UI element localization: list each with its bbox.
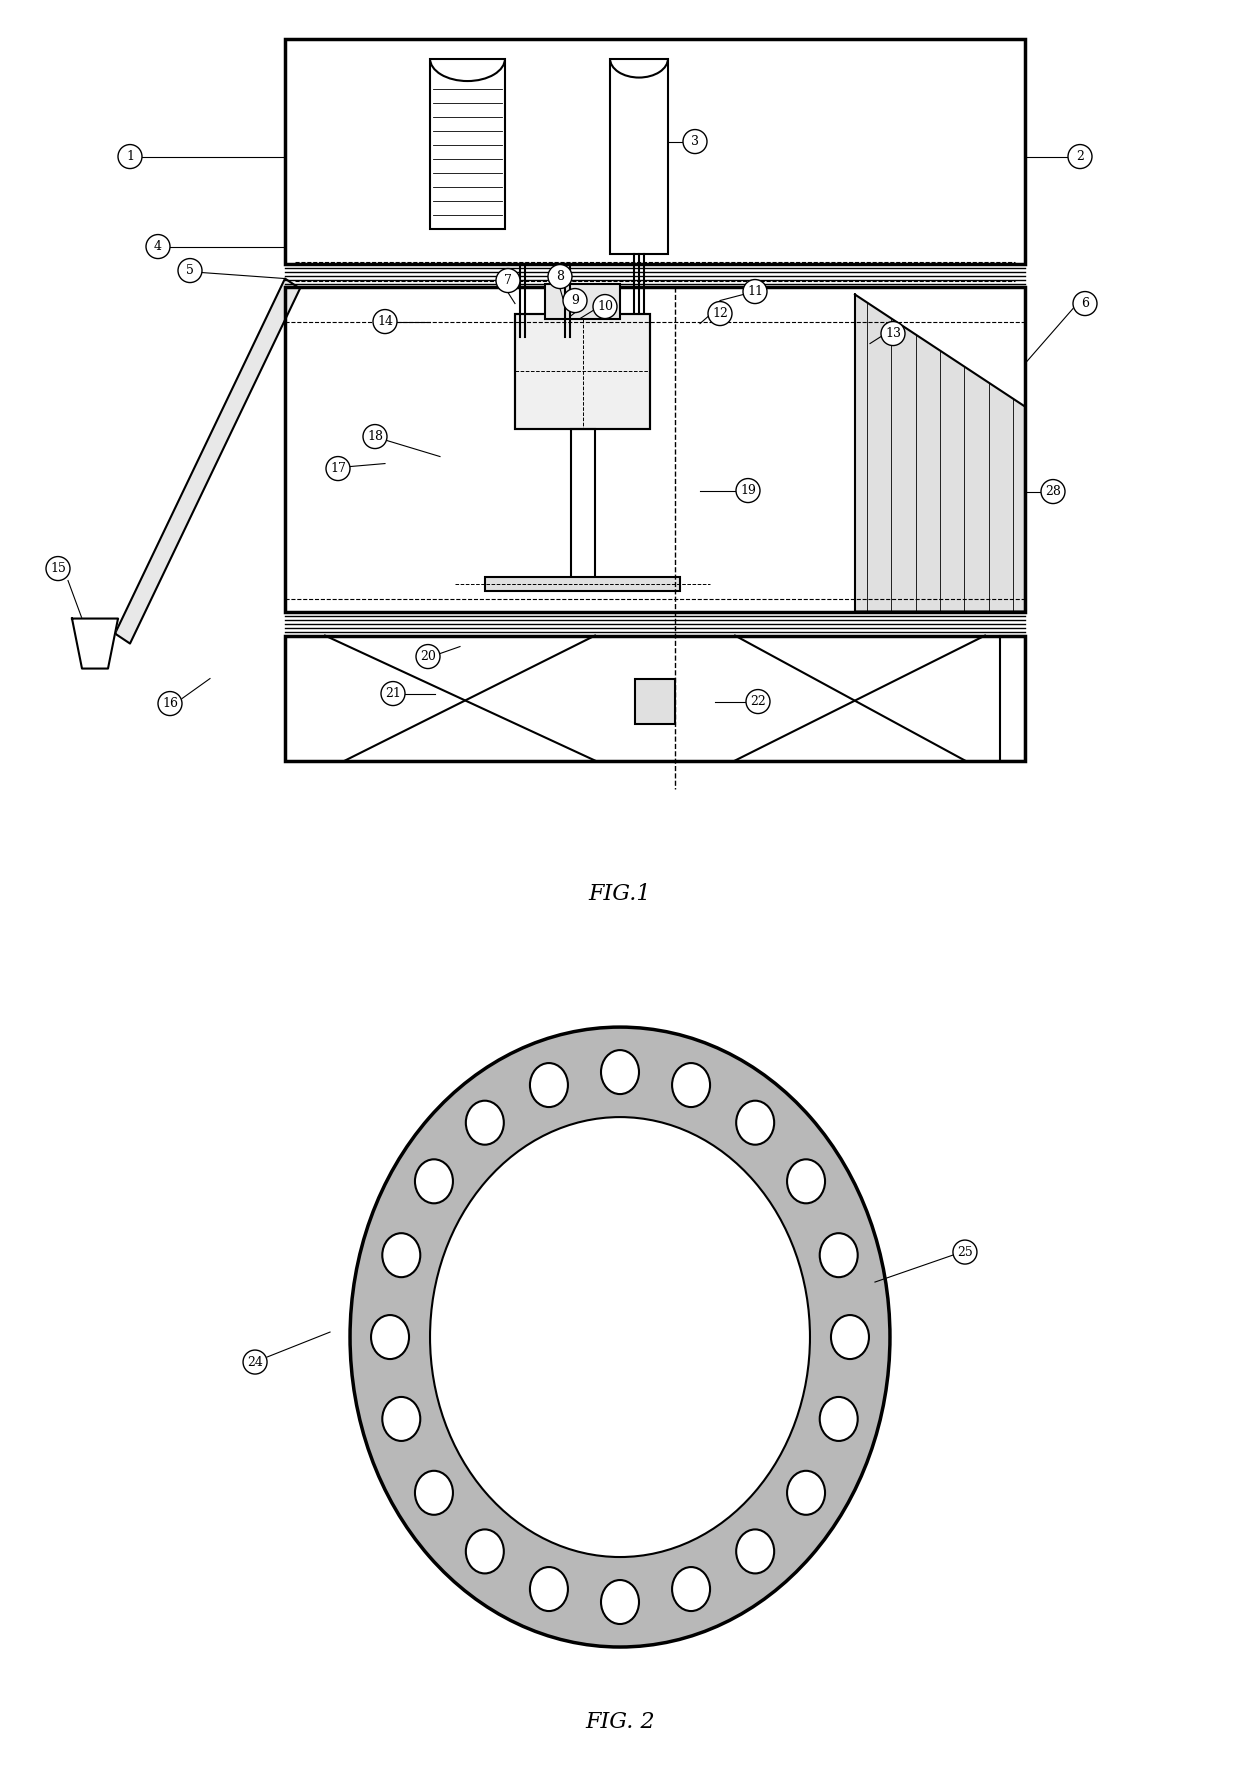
Text: 1: 1 bbox=[126, 150, 134, 163]
Ellipse shape bbox=[831, 1315, 869, 1360]
Text: 3: 3 bbox=[691, 136, 699, 148]
Circle shape bbox=[737, 479, 760, 502]
Circle shape bbox=[746, 690, 770, 713]
Polygon shape bbox=[72, 618, 118, 668]
Bar bbox=[546, 284, 620, 318]
Circle shape bbox=[496, 268, 520, 293]
Bar bbox=[285, 636, 1025, 761]
Ellipse shape bbox=[382, 1233, 420, 1278]
Polygon shape bbox=[856, 295, 1025, 611]
Ellipse shape bbox=[672, 1063, 711, 1108]
Circle shape bbox=[880, 322, 905, 345]
Circle shape bbox=[46, 556, 69, 581]
Bar bbox=[430, 59, 505, 229]
Circle shape bbox=[179, 259, 202, 282]
Polygon shape bbox=[115, 279, 300, 643]
Text: FIG.1: FIG.1 bbox=[589, 883, 651, 904]
Circle shape bbox=[548, 264, 572, 288]
Bar bbox=[515, 313, 650, 429]
Text: 24: 24 bbox=[247, 1356, 263, 1369]
Text: 22: 22 bbox=[750, 695, 766, 708]
Ellipse shape bbox=[820, 1397, 858, 1440]
Text: 19: 19 bbox=[740, 484, 756, 497]
Circle shape bbox=[954, 1240, 977, 1263]
Ellipse shape bbox=[371, 1315, 409, 1360]
Ellipse shape bbox=[737, 1101, 774, 1145]
Text: 6: 6 bbox=[1081, 297, 1089, 311]
Ellipse shape bbox=[415, 1471, 453, 1515]
Ellipse shape bbox=[601, 1051, 639, 1094]
Circle shape bbox=[683, 129, 707, 154]
Text: 10: 10 bbox=[596, 300, 613, 313]
Circle shape bbox=[593, 295, 618, 318]
Text: FIG. 2: FIG. 2 bbox=[585, 1710, 655, 1733]
Circle shape bbox=[1068, 145, 1092, 168]
Text: 8: 8 bbox=[556, 270, 564, 282]
Bar bbox=[285, 286, 1025, 611]
Ellipse shape bbox=[529, 1567, 568, 1612]
Circle shape bbox=[743, 279, 768, 304]
Text: 16: 16 bbox=[162, 697, 179, 709]
Text: 14: 14 bbox=[377, 315, 393, 329]
Circle shape bbox=[243, 1349, 267, 1374]
Text: 17: 17 bbox=[330, 463, 346, 475]
Circle shape bbox=[1042, 479, 1065, 504]
Ellipse shape bbox=[466, 1101, 503, 1145]
Ellipse shape bbox=[601, 1580, 639, 1624]
Text: 5: 5 bbox=[186, 264, 193, 277]
Bar bbox=[485, 577, 680, 590]
Ellipse shape bbox=[415, 1160, 453, 1203]
Text: 28: 28 bbox=[1045, 484, 1061, 499]
Ellipse shape bbox=[672, 1567, 711, 1612]
Ellipse shape bbox=[787, 1471, 825, 1515]
Ellipse shape bbox=[820, 1233, 858, 1278]
Circle shape bbox=[381, 681, 405, 706]
Bar bbox=[285, 39, 1025, 263]
Ellipse shape bbox=[466, 1530, 503, 1573]
Text: 2: 2 bbox=[1076, 150, 1084, 163]
Text: 12: 12 bbox=[712, 307, 728, 320]
Ellipse shape bbox=[382, 1397, 420, 1440]
Bar bbox=[570, 429, 594, 579]
Text: 21: 21 bbox=[386, 686, 401, 701]
Ellipse shape bbox=[350, 1028, 890, 1648]
Ellipse shape bbox=[430, 1117, 810, 1556]
Text: 7: 7 bbox=[505, 273, 512, 288]
Bar bbox=[635, 679, 675, 724]
Text: 11: 11 bbox=[746, 286, 763, 298]
Text: 13: 13 bbox=[885, 327, 901, 340]
Circle shape bbox=[708, 302, 732, 325]
Text: 15: 15 bbox=[50, 563, 66, 575]
Ellipse shape bbox=[737, 1530, 774, 1573]
Circle shape bbox=[1073, 291, 1097, 316]
Bar bbox=[999, 636, 1025, 761]
Text: 18: 18 bbox=[367, 431, 383, 443]
Text: 25: 25 bbox=[957, 1246, 973, 1258]
Circle shape bbox=[157, 692, 182, 715]
Circle shape bbox=[373, 309, 397, 334]
Ellipse shape bbox=[529, 1063, 568, 1108]
Circle shape bbox=[563, 288, 587, 313]
Ellipse shape bbox=[787, 1160, 825, 1203]
Circle shape bbox=[326, 456, 350, 481]
Circle shape bbox=[118, 145, 143, 168]
Circle shape bbox=[363, 425, 387, 449]
Bar bbox=[515, 313, 650, 429]
Text: 4: 4 bbox=[154, 239, 162, 254]
Text: 9: 9 bbox=[572, 295, 579, 307]
Circle shape bbox=[146, 234, 170, 259]
Circle shape bbox=[415, 645, 440, 668]
Bar bbox=[610, 59, 668, 254]
Text: 20: 20 bbox=[420, 650, 436, 663]
